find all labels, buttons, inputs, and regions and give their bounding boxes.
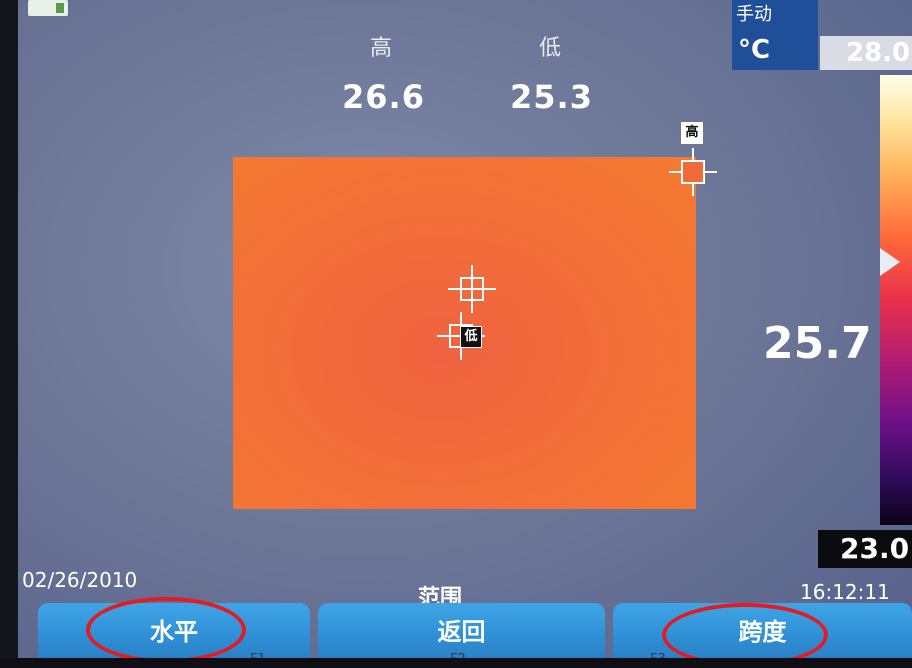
unit-label: °C <box>738 35 771 65</box>
softkey-back[interactable]: 返回 <box>318 603 605 660</box>
hot-spot-tag: 高 <box>681 122 703 144</box>
high-label: 高 <box>370 36 393 61</box>
palette-level-marker[interactable] <box>880 248 900 276</box>
low-label: 低 <box>539 36 562 61</box>
date-readout: 02/26/2010 <box>22 568 138 592</box>
mode-label: 手动 <box>736 4 772 25</box>
high-value: 26.6 <box>342 78 425 116</box>
battery-icon <box>28 0 68 16</box>
annotation-circle-level <box>86 597 246 663</box>
scale-min: 23.0 <box>818 530 912 568</box>
hot-spot-crosshair <box>669 148 717 196</box>
scale-max: 28.0 <box>820 36 912 70</box>
center-temperature: 25.7 <box>763 318 872 369</box>
low-value: 25.3 <box>510 78 593 116</box>
mode-panel <box>732 0 818 70</box>
center-crosshair <box>448 265 496 313</box>
time-readout: 16:12:11 <box>800 580 890 604</box>
device-bezel-left <box>0 0 18 668</box>
color-palette-bar <box>880 75 912 525</box>
cold-spot-tag: 低 <box>460 326 482 348</box>
device-bezel-bottom <box>0 658 912 668</box>
